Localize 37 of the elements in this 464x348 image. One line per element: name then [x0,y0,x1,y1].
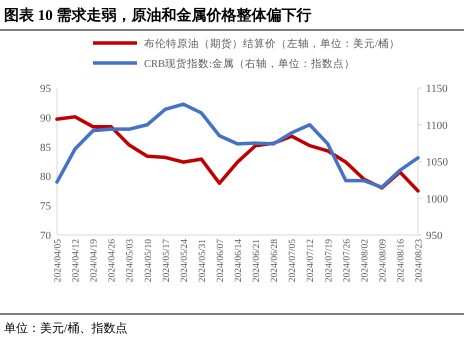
x-tick-label: 2024/07/05 [288,238,298,282]
y-tick-label: 80 [40,171,52,184]
x-tick-label: 2024/05/24 [180,238,190,282]
text: 单位：美元/桶、指数点 [4,321,128,335]
x-tick-label: 2024/06/21 [252,238,262,282]
x-tick-label: 2024/04/26 [108,238,118,282]
x-tick-label: 2024/05/17 [162,238,172,282]
y-tick-label: 70 [40,230,52,242]
legend-label: CRB现货指数:金属（右轴，单位：指数点） [144,57,355,70]
x-tick-label: 2024/07/12 [306,238,316,282]
x-tick-label: 2024/06/28 [270,238,280,282]
x-tick-label: 2024/08/02 [360,238,370,282]
legend-label: 布伦特原油（期货）结算价（左轴，单位：美元/桶） [144,37,400,50]
x-tick-label: 2024/05/03 [126,238,136,282]
chart-title: 图表 10 需求走弱，原油和金属价格整体偏下行 [4,7,312,24]
y2-tick-label: 1100 [426,120,448,132]
x-tick-label: 2024/05/31 [198,238,208,282]
x-tick-label: 2024/07/26 [342,238,352,282]
y-tick-label: 90 [40,112,52,124]
x-tick-label: 2024/07/19 [324,238,334,282]
x-tick-label: 2024/05/10 [144,238,154,282]
y2-tick-label: 1150 [426,83,448,95]
x-tick-label: 2024/04/12 [72,238,82,282]
x-tick-label: 2024/08/23 [414,238,424,282]
line-series [55,102,420,189]
y2-tick-label: 1050 [426,156,448,168]
y-tick-label: 75 [40,200,52,213]
y-tick-label: 95 [40,83,52,95]
x-tick-label: 2024/04/05 [54,238,64,282]
x-tick-label: 2024/08/09 [378,238,388,282]
x-tick-label: 2024/08/16 [396,238,406,282]
y-tick-label: 85 [40,142,52,154]
x-tick-label: 2024/04/19 [90,238,100,282]
x-tick-label: 2024/06/14 [234,238,244,282]
y2-tick-label: 1000 [426,193,448,206]
y2-tick-label: 950 [426,230,443,242]
x-tick-label: 2024/06/07 [216,238,226,282]
